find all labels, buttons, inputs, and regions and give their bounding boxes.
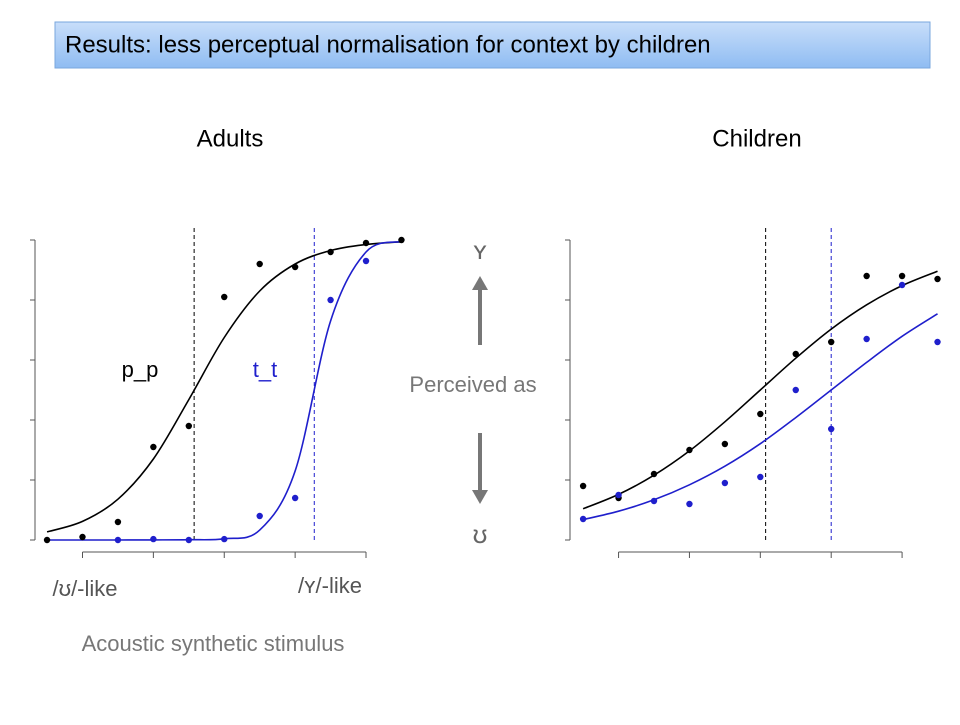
slide-title: Results: less perceptual normalisation f… <box>65 31 711 58</box>
data-point <box>792 350 799 358</box>
data-point <box>863 272 870 280</box>
data-point <box>757 473 764 481</box>
down-arrow-head <box>472 490 488 504</box>
data-point <box>579 515 587 523</box>
perceived-label: Perceived as <box>409 372 536 397</box>
bottom-vowel: ʊ <box>473 519 488 549</box>
chart-title: Children <box>712 125 801 152</box>
data-point <box>150 535 157 543</box>
data-point <box>362 239 370 247</box>
data-point <box>686 500 693 508</box>
data-point <box>185 422 193 430</box>
data-point <box>327 248 334 256</box>
data-point <box>256 260 263 268</box>
data-point <box>221 535 228 543</box>
data-point <box>757 410 764 418</box>
data-point <box>398 236 405 244</box>
fit-curve <box>46 241 402 533</box>
series-label: p_p <box>122 357 159 382</box>
data-point <box>221 293 228 301</box>
data-point <box>792 386 799 394</box>
fit-curve <box>47 240 402 541</box>
data-point <box>327 296 334 304</box>
data-point <box>721 440 729 448</box>
data-point <box>615 491 622 499</box>
chart-title: Adults <box>197 125 264 152</box>
left-end-label: /ʊ/-like <box>52 576 117 601</box>
data-point <box>863 335 870 343</box>
data-point <box>291 263 299 271</box>
data-point <box>650 497 658 505</box>
data-point <box>185 536 193 544</box>
data-point <box>291 494 299 502</box>
top-vowel: ʏ <box>473 235 487 265</box>
data-point <box>79 533 86 541</box>
data-point <box>43 536 51 544</box>
fit-curve <box>582 270 938 510</box>
title-box <box>54 21 931 69</box>
data-point <box>721 479 729 487</box>
data-point <box>114 518 122 526</box>
fit-curve <box>582 313 938 521</box>
data-point <box>827 425 835 433</box>
data-point <box>650 470 658 478</box>
data-point <box>579 482 587 490</box>
right-end-label: /ʏ/-like <box>298 573 362 598</box>
data-point <box>362 257 370 265</box>
data-point <box>686 446 693 454</box>
data-point <box>150 443 157 451</box>
data-point <box>898 272 906 280</box>
up-arrow-head <box>472 276 488 290</box>
data-point <box>827 338 835 346</box>
data-point <box>934 275 941 283</box>
x-axis-label: Acoustic synthetic stimulus <box>82 631 345 656</box>
data-point <box>256 512 263 520</box>
data-point <box>898 281 906 289</box>
data-point <box>934 338 941 346</box>
data-point <box>114 536 122 544</box>
series-label: t_t <box>253 357 277 382</box>
